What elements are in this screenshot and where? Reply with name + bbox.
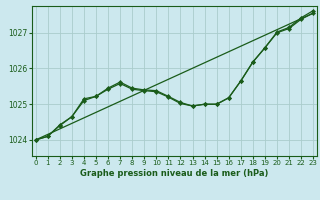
X-axis label: Graphe pression niveau de la mer (hPa): Graphe pression niveau de la mer (hPa) (80, 169, 268, 178)
